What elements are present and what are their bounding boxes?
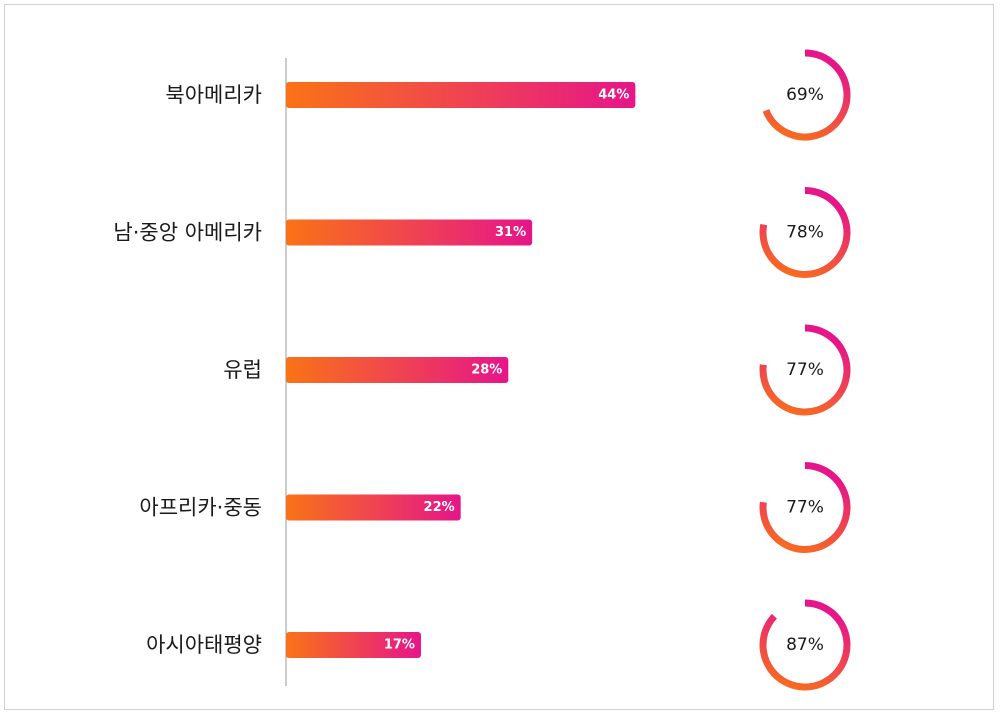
category-label: 유럽 [223,358,262,382]
ring-value-label: 77% [786,360,824,380]
bar-value-label: 28% [471,363,502,378]
category-label: 북아메리카 [165,83,262,107]
ring-arc [759,599,851,691]
ring-arc [762,49,851,141]
bar-value-label: 31% [495,225,526,240]
bar [286,494,461,521]
category-label: 아프리카·중동 [139,496,262,520]
ring-value-label: 69% [786,85,824,105]
bar [286,82,636,108]
ring-value-label: 78% [786,223,824,243]
bar-value-label: 44% [598,88,629,103]
ring-value-label: 77% [786,498,824,518]
bar-value-label: 17% [384,638,415,653]
ring-arc [759,324,851,416]
bar [286,219,533,246]
bar [286,357,509,383]
ring-arc [759,187,851,278]
category-label: 남·중앙 아메리카 [113,221,262,245]
ring-arc [759,462,851,553]
bar-value-label: 22% [424,500,455,515]
ring-value-label: 87% [786,635,824,655]
category-label: 아시아태평양 [146,633,262,657]
bar [286,632,421,658]
